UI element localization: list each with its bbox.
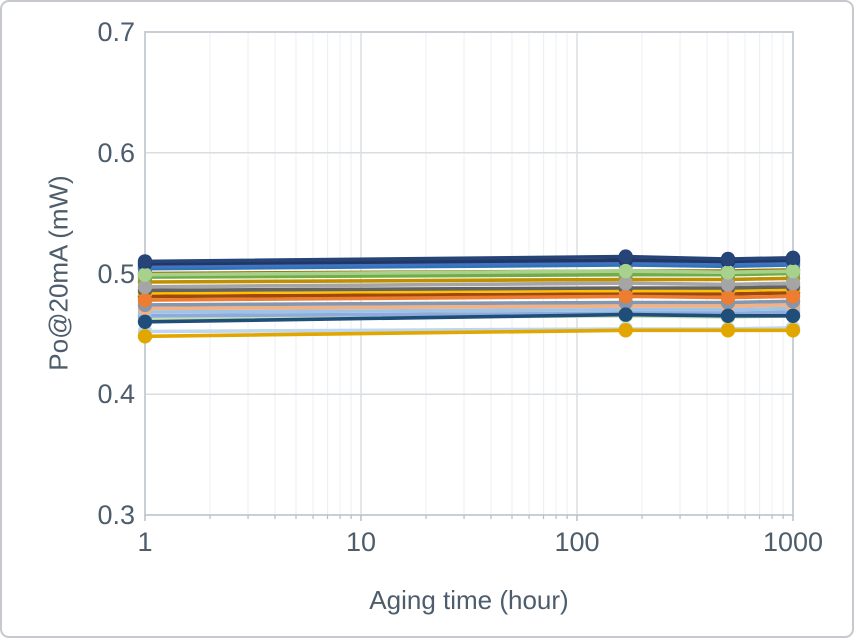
series-16-data-point <box>720 290 736 305</box>
x-axis-tick-label: 100 <box>554 527 600 557</box>
y-axis-tick-label: 0.5 <box>97 258 135 289</box>
series-line-11 <box>143 271 795 279</box>
series-line-5 <box>143 303 795 311</box>
series-18-data-point <box>137 267 153 282</box>
series-19-data-point <box>137 254 153 269</box>
series-20-data-point <box>137 314 153 329</box>
series-19-data-point <box>720 251 736 267</box>
series-21-data-point <box>785 323 801 338</box>
series-line-16 <box>143 294 795 302</box>
series-line-21 <box>143 328 795 339</box>
series-18-data-point <box>618 263 633 279</box>
series-line-18 <box>143 269 795 277</box>
series-18-data-point <box>785 263 801 279</box>
series-17-data-point <box>785 276 801 291</box>
x-axis-tick-label: 1000 <box>762 527 824 557</box>
x-axis-tick-label: 10 <box>345 527 377 557</box>
series-line-15 <box>143 258 795 266</box>
series-line-3 <box>143 310 795 318</box>
series-20-data-point <box>785 308 801 323</box>
series-16-data-point <box>785 289 801 304</box>
series-20-data-point <box>618 307 633 322</box>
x-axis-tick-label: 1 <box>137 527 153 557</box>
series-line-8 <box>143 287 795 295</box>
y-axis-tick-label: 0.3 <box>97 500 135 530</box>
series-line-14 <box>143 260 795 269</box>
series-17-data-point <box>137 279 153 294</box>
series-line-9 <box>143 284 795 293</box>
series-16-data-point <box>137 292 153 308</box>
series-16-data-point <box>618 289 633 304</box>
series-21-data-point <box>720 323 736 338</box>
series-line-17 <box>143 281 795 289</box>
series-21-data-point <box>137 329 153 344</box>
series-line-6 <box>143 299 795 307</box>
x-axis-title: Aging time (hour) <box>369 585 569 615</box>
series-line-7 <box>143 290 795 299</box>
series-18-data-point <box>720 265 736 280</box>
y-axis-tick-label: 0.7 <box>97 17 135 47</box>
series-17-data-point <box>720 277 736 292</box>
series-line-4 <box>143 306 795 314</box>
series-20-data-point <box>720 308 736 323</box>
series-17-data-point <box>618 276 633 291</box>
series-line-19 <box>143 254 795 264</box>
series-19-data-point <box>785 250 801 265</box>
series-line-20 <box>143 312 795 324</box>
series-line-13 <box>143 263 795 271</box>
series-line-10 <box>143 276 795 284</box>
series-21-data-point <box>618 323 633 338</box>
series-19-data-point <box>618 249 633 264</box>
y-axis-tick-label: 0.4 <box>97 379 135 410</box>
y-axis-tick-label: 0.6 <box>97 137 135 168</box>
